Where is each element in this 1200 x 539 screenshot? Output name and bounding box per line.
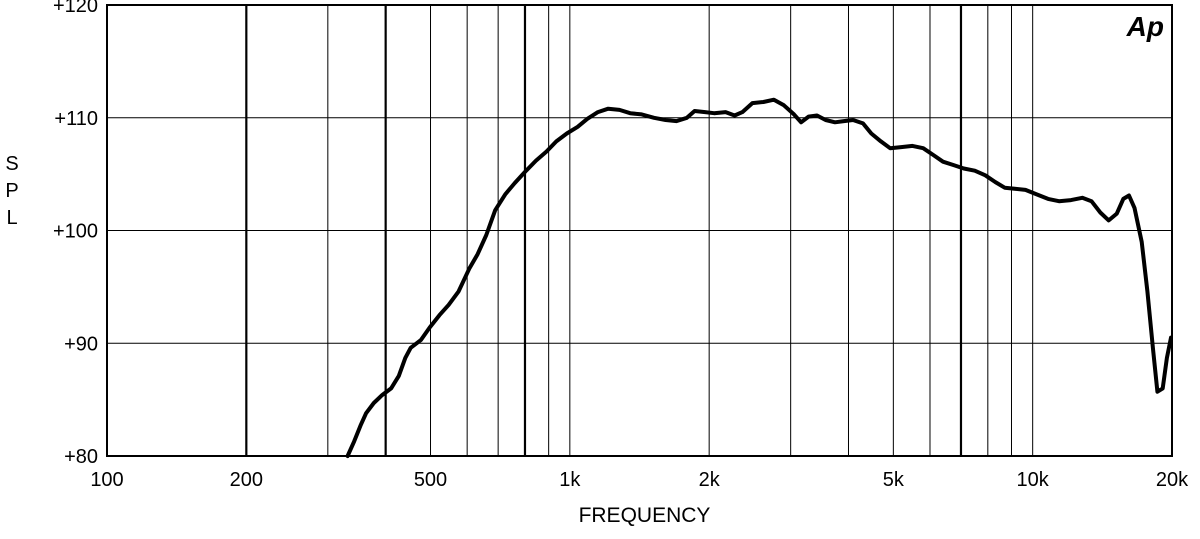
x-tick-label: 5k [883, 469, 905, 491]
plot-frame [106, 4, 1173, 457]
y-axis-ticks: +120 +110 +100 +90 +80 [53, 0, 98, 468]
x-tick-label: 20k [1156, 469, 1189, 491]
x-tick-label: 100 [90, 469, 123, 491]
y-axis-title-letter: P [5, 180, 18, 202]
y-axis-title-letter: L [6, 207, 17, 229]
x-axis-title: FREQUENCY [579, 504, 711, 527]
spl-response-line [345, 97, 1173, 458]
y-axis-title-letter: S [5, 153, 18, 175]
y-tick-label: +120 [53, 0, 98, 17]
x-axis-ticks: 100 200 500 1k 2k 5k 10k 20k [90, 469, 1189, 491]
x-tick-label: 2k [699, 469, 721, 491]
ap-logo: Ap [1126, 11, 1164, 42]
x-tick-label: 200 [230, 469, 263, 491]
y-tick-label: +80 [64, 446, 98, 468]
x-tick-label: 500 [414, 469, 447, 491]
x-tick-label: 1k [559, 469, 581, 491]
y-tick-label: +90 [64, 333, 98, 355]
grid [107, 5, 1172, 456]
y-tick-label: +100 [53, 221, 98, 243]
x-tick-label: 10k [1017, 469, 1050, 491]
series-layer [345, 97, 1173, 458]
y-axis-title: SPL [5, 153, 18, 229]
y-tick-label: +110 [54, 108, 98, 130]
